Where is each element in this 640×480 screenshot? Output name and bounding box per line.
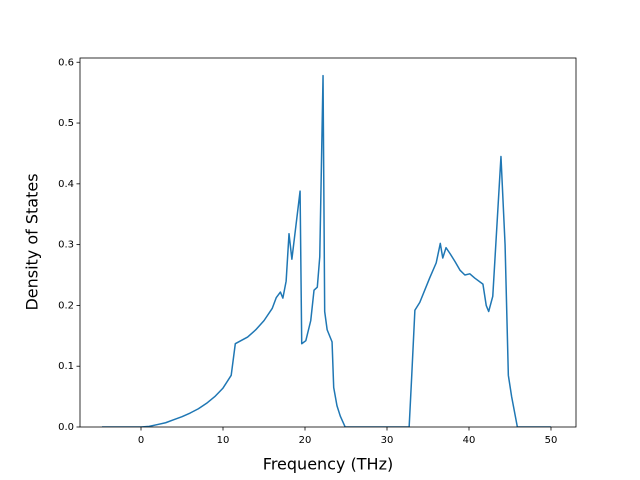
y-tick-label: 0.1 bbox=[58, 361, 74, 372]
x-tick-label: 20 bbox=[299, 435, 312, 446]
y-tick-label: 0.2 bbox=[58, 300, 74, 311]
x-tick-label: 50 bbox=[545, 435, 558, 446]
y-tick-label: 0.0 bbox=[58, 422, 74, 433]
y-tick-label: 0.5 bbox=[58, 118, 74, 129]
x-tick-label: 30 bbox=[381, 435, 394, 446]
y-tick-label: 0.6 bbox=[58, 57, 74, 68]
y-axis-label: Density of States bbox=[23, 173, 42, 310]
y-tick-label: 0.4 bbox=[58, 179, 74, 190]
plot-frame bbox=[79, 57, 577, 428]
x-tick-label: 0 bbox=[138, 435, 144, 446]
x-axis-label: Frequency (THz) bbox=[263, 455, 393, 474]
x-tick-label: 40 bbox=[463, 435, 476, 446]
x-tick-label: 10 bbox=[217, 435, 230, 446]
line bbox=[101, 74, 551, 427]
y-tick-label: 0.3 bbox=[58, 240, 74, 251]
